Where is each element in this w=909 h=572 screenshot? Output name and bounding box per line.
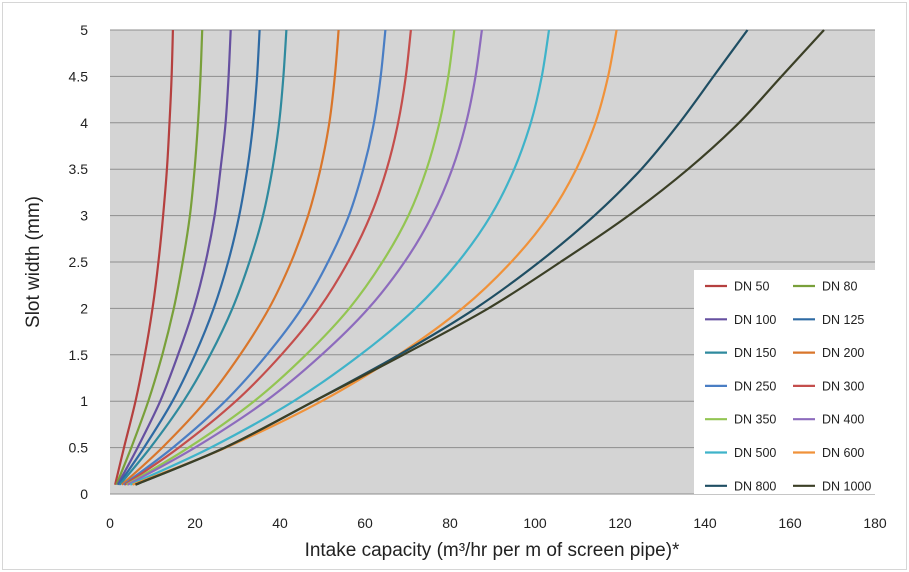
y-tick-label: 2.5	[69, 254, 89, 270]
legend-label: DN 125	[822, 313, 864, 327]
series-lines	[114, 29, 825, 486]
series-line-dn-300	[124, 29, 412, 486]
x-tick-label: 140	[693, 515, 717, 531]
x-tick-labels: 0 20 40 60 80 100 120 140 160 180	[106, 515, 887, 531]
x-tick-label: 80	[442, 515, 458, 531]
legend: DN 50 DN 80 DN 100 DN 125 DN 150 DN 200 DN 250…	[694, 270, 875, 494]
legend-label: DN 600	[822, 446, 864, 460]
y-tick-label: 4.5	[69, 68, 89, 84]
legend-label: DN 100	[734, 313, 776, 327]
y-tick-label: 1	[80, 393, 88, 409]
legend-label: DN 50	[734, 280, 769, 294]
legend-label: DN 150	[734, 346, 776, 360]
y-axis-title: Slot width (mm)	[23, 196, 44, 328]
y-tick-label: 2	[80, 300, 88, 316]
legend-label: DN 800	[734, 479, 776, 493]
series-line-dn-400	[127, 29, 483, 486]
series-line-dn-200	[121, 29, 340, 486]
series-line-dn-1000	[135, 29, 825, 486]
legend-label: DN 350	[734, 413, 776, 427]
series-line-dn-50	[114, 29, 174, 485]
legend-box	[694, 270, 875, 494]
y-tick-label: 1.5	[69, 347, 89, 363]
legend-label: DN 80	[822, 280, 857, 294]
x-tick-label: 60	[357, 515, 373, 531]
y-tick-label: 3.5	[69, 161, 89, 177]
series-line-dn-125	[117, 29, 261, 486]
y-tick-label: 0.5	[69, 440, 89, 456]
x-tick-label: 20	[187, 515, 203, 531]
y-tick-labels: 0 0.5 1 1.5 2 2.5 3 3.5 4 4.5 5	[69, 22, 89, 502]
x-tick-label: 120	[608, 515, 632, 531]
legend-label: DN 200	[822, 346, 864, 360]
y-tick-label: 0	[80, 486, 88, 502]
x-tick-label: 100	[523, 515, 547, 531]
x-tick-label: 180	[863, 515, 887, 531]
y-tick-label: 3	[80, 208, 88, 224]
series-line-dn-500	[129, 29, 551, 486]
x-tick-label: 40	[272, 515, 288, 531]
x-axis-title: Intake capacity (m³/hr per m of screen p…	[305, 540, 680, 561]
legend-label: DN 250	[734, 379, 776, 393]
y-tick-label: 4	[80, 115, 88, 131]
series-line-dn-80	[115, 29, 204, 486]
legend-label: DN 500	[734, 446, 776, 460]
series-line-dn-150	[118, 29, 288, 486]
series-line-dn-100	[116, 29, 232, 486]
series-line-dn-250	[122, 29, 387, 486]
legend-label: DN 400	[822, 413, 864, 427]
y-tick-label: 5	[80, 22, 88, 38]
x-tick-label: 0	[106, 515, 114, 531]
legend-label: DN 300	[822, 379, 864, 393]
x-tick-label: 160	[778, 515, 802, 531]
series-line-dn-350	[126, 29, 456, 486]
series-line-dn-600	[132, 29, 618, 486]
legend-label: DN 1000	[822, 479, 871, 493]
